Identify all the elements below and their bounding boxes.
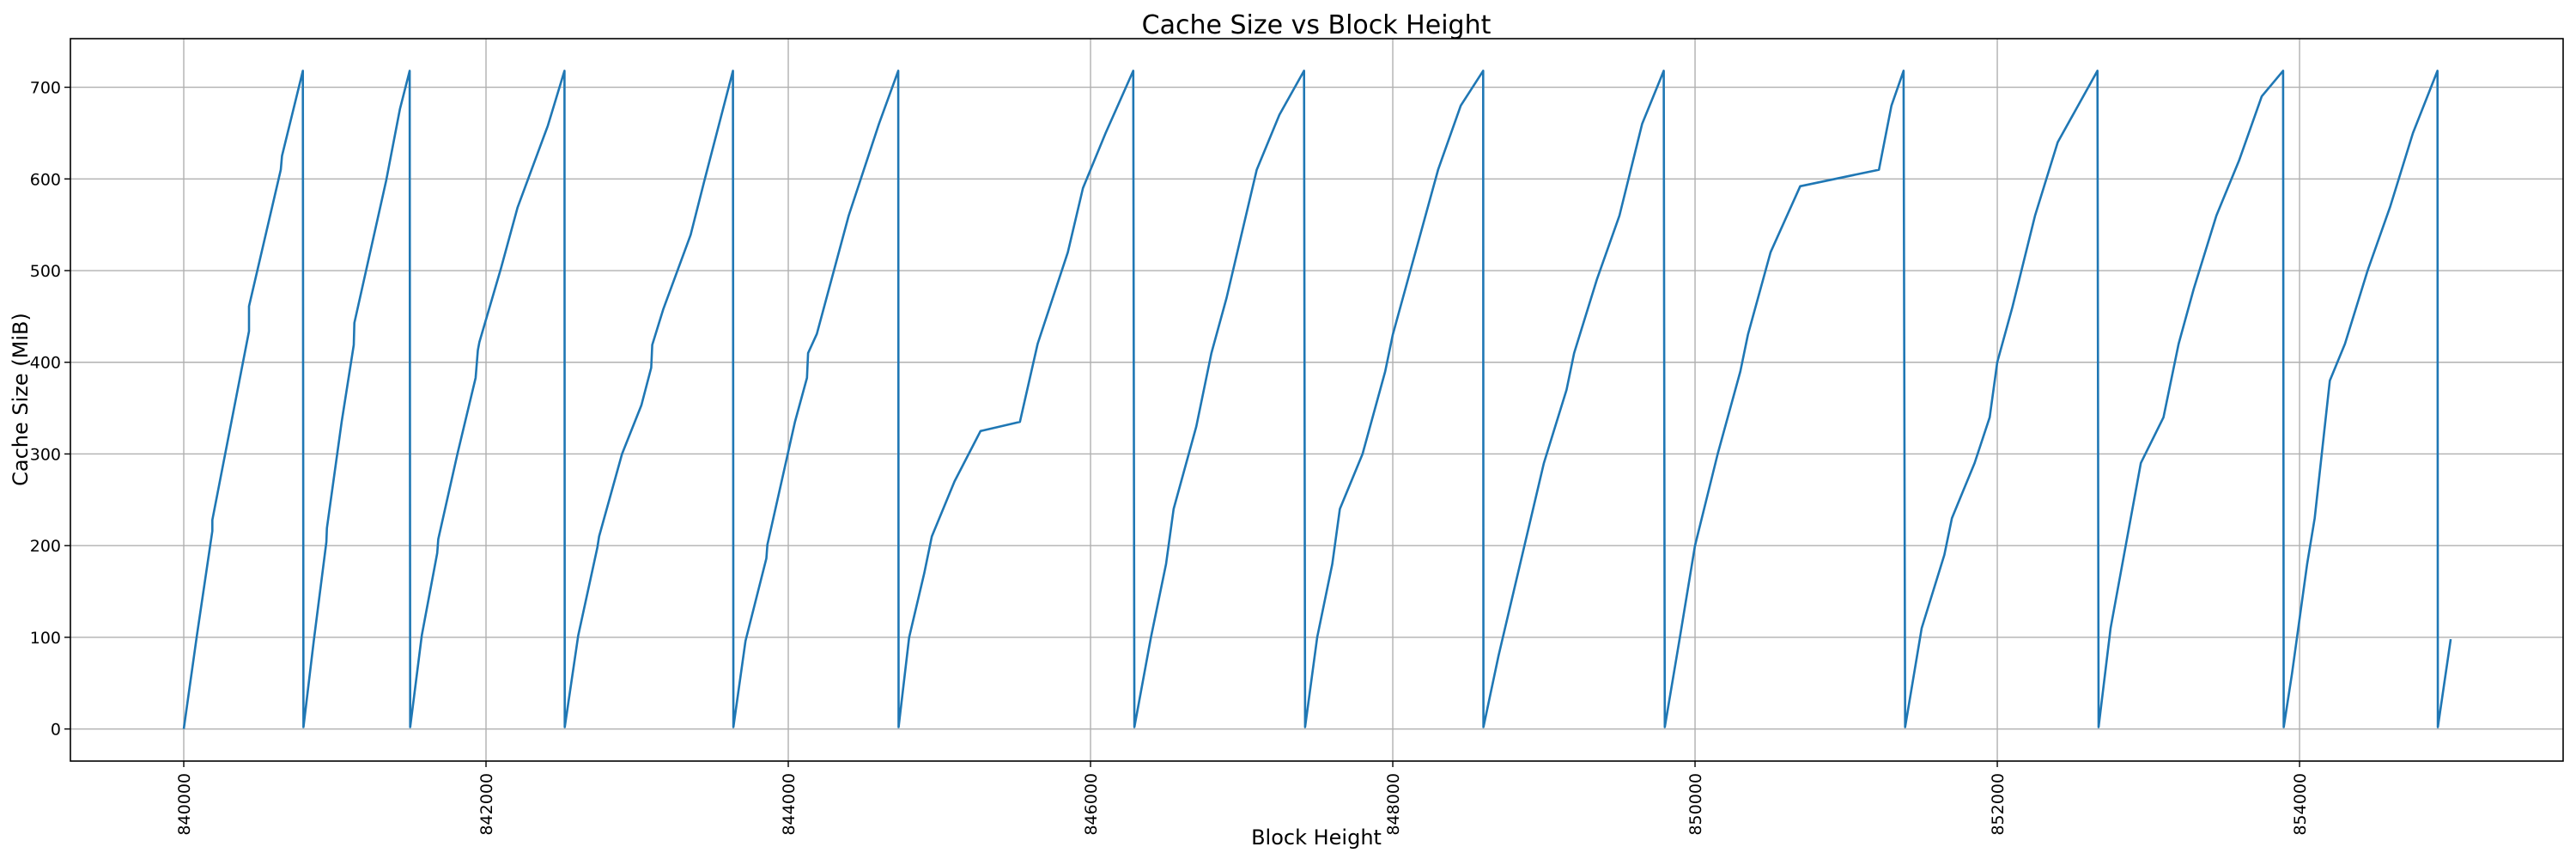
- x-tick-label: 848000: [1384, 773, 1403, 836]
- x-tick-label: 846000: [1082, 773, 1101, 836]
- x-tick-label: 844000: [780, 773, 799, 836]
- x-axis-ticks: 840000 842000 844000 846000 848000 850000 8520…: [175, 761, 2310, 836]
- plot-frame: [70, 38, 2564, 762]
- x-tick-label: 842000: [477, 773, 496, 836]
- y-tick-label: 600: [30, 170, 61, 189]
- y-tick-label: 300: [30, 445, 61, 464]
- x-tick-label: 852000: [1989, 773, 2008, 836]
- y-axis-label: Cache Size (MiB): [9, 313, 33, 486]
- x-tick-label: 850000: [1686, 773, 1705, 836]
- x-axis-label: Block Height: [1251, 825, 1382, 850]
- chart-title: Cache Size vs Block Height: [1142, 10, 1492, 40]
- series-line: [182, 70, 2452, 729]
- y-tick-label: 200: [30, 537, 61, 556]
- y-tick-label: 500: [30, 262, 61, 281]
- x-tick-label: 854000: [2291, 773, 2310, 836]
- y-tick-label: 700: [30, 79, 61, 98]
- y-tick-label: 100: [30, 629, 61, 648]
- x-tick-label: 840000: [175, 773, 194, 836]
- y-axis-ticks: 0 100 200 300 400 500 600 700: [30, 79, 70, 740]
- grid: [70, 39, 2563, 761]
- y-tick-label: 400: [30, 354, 61, 373]
- y-tick-label: 0: [51, 721, 61, 740]
